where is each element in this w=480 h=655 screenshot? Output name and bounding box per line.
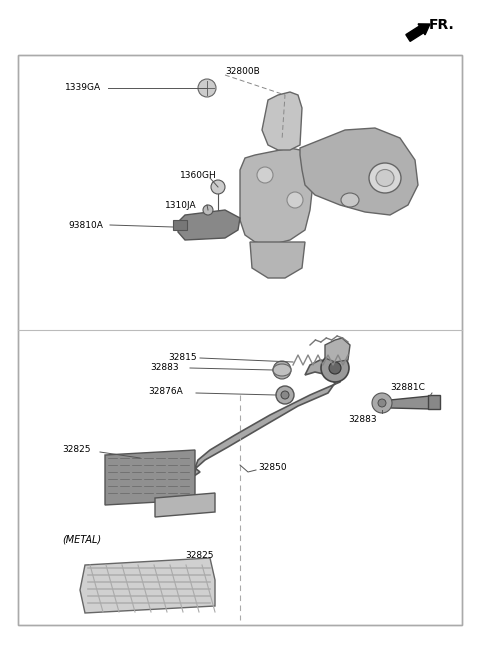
Circle shape (378, 399, 386, 407)
Circle shape (273, 361, 291, 379)
Ellipse shape (273, 364, 291, 376)
Text: 32815: 32815 (168, 352, 197, 362)
Circle shape (276, 386, 294, 404)
FancyArrow shape (406, 24, 430, 41)
Bar (173, 220, 187, 230)
Text: 32800B: 32800B (225, 67, 260, 77)
Polygon shape (250, 242, 305, 278)
Ellipse shape (369, 163, 401, 193)
Circle shape (211, 180, 225, 194)
Ellipse shape (341, 193, 359, 207)
Text: 1339GA: 1339GA (65, 83, 101, 92)
Circle shape (372, 393, 392, 413)
Circle shape (329, 362, 341, 374)
Circle shape (198, 79, 216, 97)
Text: 32876A: 32876A (148, 388, 183, 396)
Polygon shape (300, 128, 418, 215)
Polygon shape (80, 558, 215, 613)
Text: 1360GH: 1360GH (180, 170, 217, 179)
Circle shape (321, 354, 349, 382)
Text: 32881C: 32881C (390, 383, 425, 392)
Polygon shape (178, 210, 240, 240)
Polygon shape (155, 493, 215, 517)
Circle shape (287, 192, 303, 208)
Polygon shape (390, 396, 438, 409)
Circle shape (203, 205, 213, 215)
Text: 93810A: 93810A (68, 221, 103, 229)
Text: (METAL): (METAL) (62, 535, 101, 545)
Polygon shape (240, 148, 315, 245)
Bar (428, 395, 440, 409)
Text: 32850: 32850 (258, 464, 287, 472)
Text: FR.: FR. (429, 18, 455, 32)
Circle shape (257, 167, 273, 183)
Text: 32883: 32883 (348, 415, 377, 424)
Text: 32883: 32883 (150, 362, 179, 371)
Text: 32825: 32825 (62, 445, 91, 455)
Text: 32825: 32825 (185, 550, 214, 559)
Bar (18, 55, 462, 625)
Polygon shape (105, 450, 195, 505)
Polygon shape (262, 92, 302, 150)
Circle shape (281, 391, 289, 399)
Ellipse shape (376, 170, 394, 187)
Polygon shape (194, 360, 345, 476)
Text: 1310JA: 1310JA (165, 200, 197, 210)
Bar (18, 55, 462, 625)
Polygon shape (325, 338, 350, 362)
